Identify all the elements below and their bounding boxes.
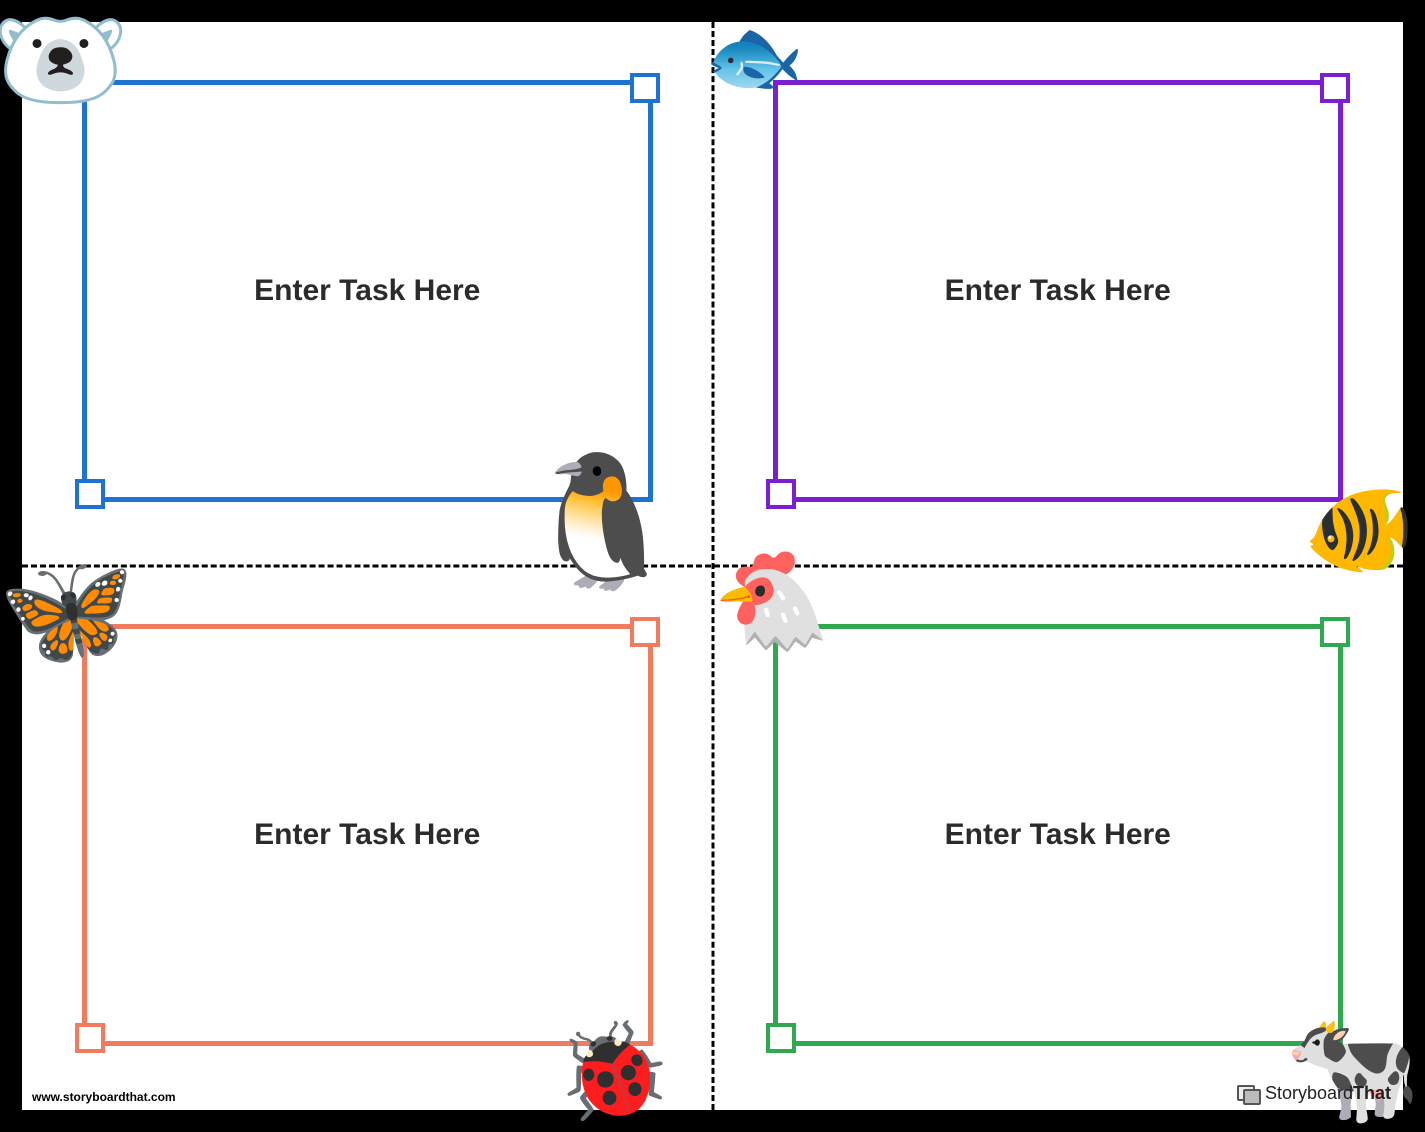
task-placeholder-text: Enter Task Here [254, 274, 480, 308]
frame-corner-tr [1320, 73, 1350, 103]
task-card-2[interactable]: Enter Task Here 🐟 🐠 [713, 22, 1404, 566]
frame-corner-tr [1320, 617, 1350, 647]
frame-corner-bl [75, 1023, 105, 1053]
footer-brand: StoryboardThat [1237, 1083, 1391, 1104]
frame-corner-tr [630, 73, 660, 103]
worksheet-sheet: Enter Task Here 🐻‍❄️ 🐧 Enter Task Here 🐟… [22, 22, 1403, 1110]
frame-corner-tr [630, 617, 660, 647]
task-card-3[interactable]: Enter Task Here 🦋 🐞 [22, 566, 713, 1110]
frame-corner-bl [766, 1023, 796, 1053]
frame-corner-bl [766, 479, 796, 509]
card-frame: Enter Task Here [82, 624, 653, 1046]
card-frame: Enter Task Here [82, 80, 653, 502]
task-placeholder-text: Enter Task Here [945, 274, 1171, 308]
storyboard-logo-icon [1237, 1085, 1259, 1103]
task-card-1[interactable]: Enter Task Here 🐻‍❄️ 🐧 [22, 22, 713, 566]
card-frame: Enter Task Here [773, 80, 1344, 502]
brand-text: StoryboardThat [1265, 1083, 1391, 1104]
frame-corner-bl [75, 479, 105, 509]
task-placeholder-text: Enter Task Here [254, 818, 480, 852]
footer-url: www.storyboardthat.com [32, 1090, 176, 1104]
task-placeholder-text: Enter Task Here [945, 818, 1171, 852]
card-frame: Enter Task Here [773, 624, 1344, 1046]
page-container: Enter Task Here 🐻‍❄️ 🐧 Enter Task Here 🐟… [0, 0, 1425, 1132]
task-card-4[interactable]: Enter Task Here 🐔 🐄 [713, 566, 1404, 1110]
